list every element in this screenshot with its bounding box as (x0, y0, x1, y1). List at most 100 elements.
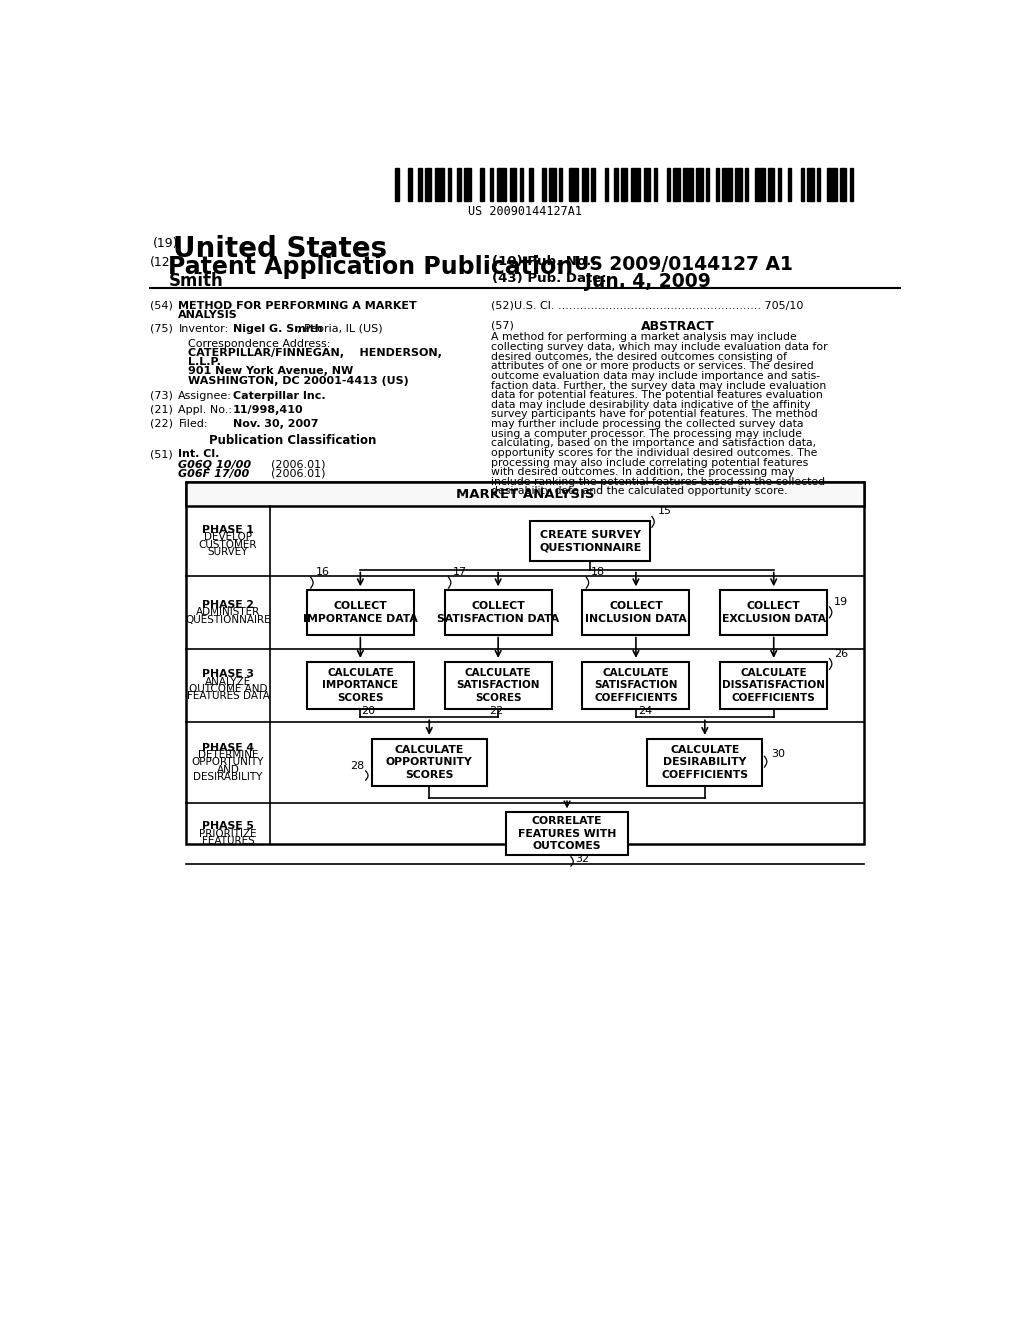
Bar (716, 169, 719, 201)
Text: CORRELATE
FEATURES WITH
OUTCOMES: CORRELATE FEATURES WITH OUTCOMES (518, 816, 616, 851)
Text: CREATE SURVEY
QUESTIONNAIRE: CREATE SURVEY QUESTIONNAIRE (539, 529, 641, 552)
Text: may further include processing the collected survey data: may further include processing the colle… (490, 418, 803, 429)
Text: Patent Application Publication: Patent Application Publication (168, 255, 573, 279)
Text: 11/998,410: 11/998,410 (232, 405, 303, 414)
Text: CALCULATE
SATISFACTION
SCORES: CALCULATE SATISFACTION SCORES (457, 668, 540, 702)
Text: 901 New York Avenue, NW: 901 New York Avenue, NW (188, 367, 353, 376)
Bar (530, 521, 650, 561)
Text: CATERPILLAR/FINNEGAN,    HENDERSON,: CATERPILLAR/FINNEGAN, HENDERSON, (188, 348, 442, 358)
Text: Correspondence Address:: Correspondence Address: (188, 339, 331, 348)
Bar (787, 169, 791, 201)
Bar (444, 661, 552, 709)
Text: 22: 22 (488, 706, 503, 715)
Text: US 2009/0144127 A1: US 2009/0144127 A1 (573, 255, 793, 273)
Text: G06Q 10/00: G06Q 10/00 (178, 459, 252, 470)
Bar (447, 169, 451, 201)
Text: outcome evaluation data may include importance and satis-: outcome evaluation data may include impo… (490, 371, 820, 381)
Bar (568, 169, 579, 201)
Bar (519, 169, 523, 201)
Bar (840, 169, 847, 201)
Bar (464, 169, 471, 201)
Bar (425, 169, 431, 201)
Text: 15: 15 (658, 507, 672, 516)
Text: (73): (73) (150, 391, 173, 401)
Text: 18: 18 (591, 568, 605, 577)
Text: Nov. 30, 2007: Nov. 30, 2007 (232, 418, 318, 429)
Text: 19: 19 (835, 597, 848, 607)
Bar (604, 169, 608, 201)
Text: (43) Pub. Date:: (43) Pub. Date: (493, 272, 607, 285)
Text: (2006.01): (2006.01) (271, 459, 326, 470)
Text: (52): (52) (490, 301, 514, 310)
Bar (497, 169, 507, 201)
Bar (778, 169, 781, 201)
Text: opportunity scores for the individual desired outcomes. The: opportunity scores for the individual de… (490, 447, 817, 458)
Text: DESIRABILITY: DESIRABILITY (194, 772, 263, 781)
Text: SURVEY: SURVEY (208, 546, 248, 557)
Bar (549, 169, 555, 201)
Bar (418, 169, 422, 201)
Bar (696, 169, 702, 201)
Bar (582, 169, 588, 201)
Text: (10) Pub. No.:: (10) Pub. No.: (493, 255, 597, 268)
Bar (510, 169, 516, 201)
Text: data for potential features. The potential features evaluation: data for potential features. The potenti… (490, 391, 822, 400)
Bar (720, 590, 827, 635)
Text: US 20090144127A1: US 20090144127A1 (468, 205, 582, 218)
Bar (372, 739, 486, 787)
Bar (720, 661, 827, 709)
Text: COLLECT
INCLUSION DATA: COLLECT INCLUSION DATA (585, 601, 687, 623)
Bar (817, 169, 820, 201)
Bar (186, 482, 864, 843)
Bar (395, 169, 398, 201)
Text: using a computer processor. The processing may include: using a computer processor. The processi… (490, 429, 802, 438)
Text: Jun. 4, 2009: Jun. 4, 2009 (586, 272, 711, 292)
Text: G06F 17/00: G06F 17/00 (178, 469, 250, 479)
Text: OPPORTUNITY: OPPORTUNITY (191, 758, 264, 767)
Bar (186, 482, 864, 507)
Text: PHASE 2: PHASE 2 (202, 601, 254, 610)
Text: (21): (21) (150, 405, 173, 414)
Text: , Peoria, IL (US): , Peoria, IL (US) (297, 323, 383, 334)
Text: CALCULATE
IMPORTANCE
SCORES: CALCULATE IMPORTANCE SCORES (323, 668, 398, 702)
Bar (621, 169, 628, 201)
Text: CALCULATE
OPPORTUNITY
SCORES: CALCULATE OPPORTUNITY SCORES (386, 744, 473, 780)
Text: Assignee:: Assignee: (178, 391, 232, 401)
Bar (644, 169, 650, 201)
Bar (444, 590, 552, 635)
Text: Int. Cl.: Int. Cl. (178, 449, 220, 459)
Text: 26: 26 (835, 648, 848, 659)
Text: Nigel G. Smith: Nigel G. Smith (232, 323, 323, 334)
Text: COLLECT
EXCLUSION DATA: COLLECT EXCLUSION DATA (722, 601, 825, 623)
Bar (706, 169, 709, 201)
Bar (722, 169, 732, 201)
Text: data may include desirability data indicative of the affinity: data may include desirability data indic… (490, 400, 810, 409)
Bar (653, 169, 656, 201)
Text: United States: United States (173, 235, 387, 264)
Text: Inventor:: Inventor: (178, 323, 228, 334)
Text: 20: 20 (361, 706, 375, 715)
Text: L.L.P.: L.L.P. (188, 358, 221, 367)
Text: CALCULATE
DESIRABILITY
COEFFICIENTS: CALCULATE DESIRABILITY COEFFICIENTS (662, 744, 749, 780)
Bar (755, 169, 765, 201)
Text: desirability data and the calculated opportunity score.: desirability data and the calculated opp… (490, 487, 787, 496)
Text: CALCULATE
SATISFACTION
COEFFICIENTS: CALCULATE SATISFACTION COEFFICIENTS (594, 668, 678, 702)
Text: Publication Classification: Publication Classification (209, 434, 377, 447)
Text: QUESTIONNAIRE: QUESTIONNAIRE (185, 615, 270, 624)
Text: survey participants have for potential features. The method: survey participants have for potential f… (490, 409, 817, 420)
Bar (683, 169, 693, 201)
Text: COLLECT
IMPORTANCE DATA: COLLECT IMPORTANCE DATA (303, 601, 418, 623)
Text: 30: 30 (771, 750, 784, 759)
Text: PRIORITIZE: PRIORITIZE (199, 829, 257, 838)
Text: DETERMINE: DETERMINE (198, 750, 258, 760)
Text: attributes of one or more products or services. The desired: attributes of one or more products or se… (490, 362, 813, 371)
Bar (480, 169, 483, 201)
Text: WASHINGTON, DC 20001-4413 (US): WASHINGTON, DC 20001-4413 (US) (188, 376, 410, 385)
Text: COLLECT
SATISFACTION DATA: COLLECT SATISFACTION DATA (437, 601, 559, 623)
Text: AND: AND (216, 764, 240, 775)
Text: 24: 24 (638, 706, 652, 715)
Text: (57): (57) (490, 321, 514, 330)
Bar (631, 169, 640, 201)
Bar (409, 169, 412, 201)
Text: (75): (75) (150, 323, 173, 334)
